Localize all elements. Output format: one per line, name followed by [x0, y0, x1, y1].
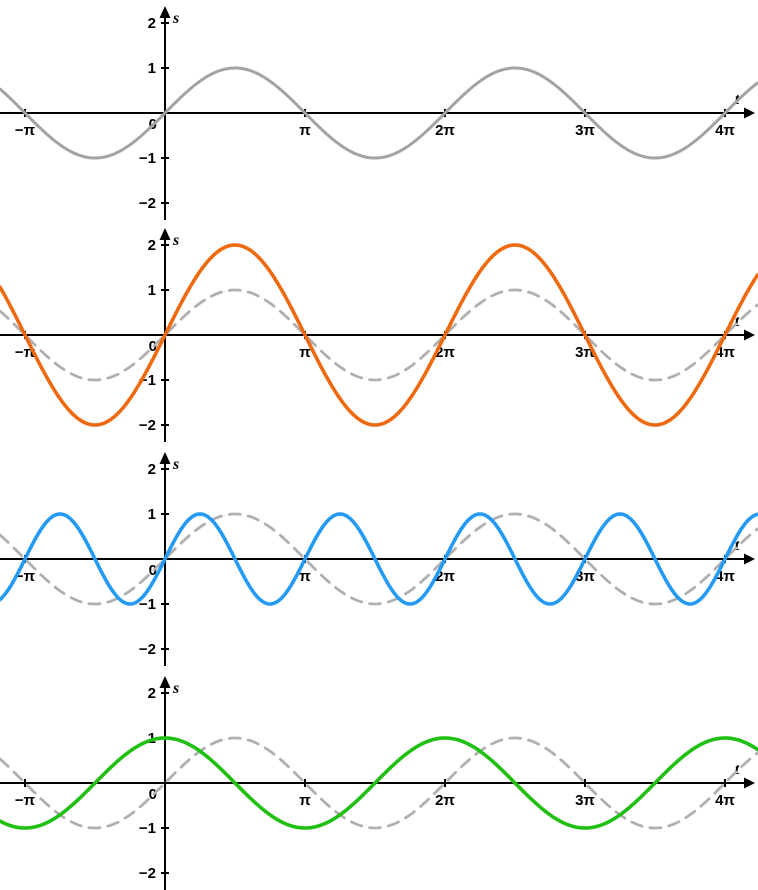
x-tick-label: 3π: [575, 122, 595, 139]
x-tick-label: 4π: [715, 792, 735, 809]
x-axis-arrow-icon: [744, 107, 755, 119]
y-axis-arrow-icon: [159, 452, 171, 464]
x-axis-label: t: [735, 761, 740, 778]
y-tick-label: −1: [139, 596, 156, 613]
y-axis-arrow-icon: [159, 676, 171, 688]
y-axis-label: s: [172, 10, 179, 27]
y-axis-arrow-icon: [159, 6, 171, 18]
y-tick-label: 1: [148, 506, 156, 523]
y-tick-label: 1: [148, 60, 156, 77]
curve-ref-sin-t: [0, 288, 758, 382]
y-tick-label: −2: [139, 417, 156, 434]
curve-2sin-t: [0, 243, 758, 427]
curve-sin-t: [0, 66, 758, 160]
origin-label: 0: [149, 562, 157, 579]
x-tick-label: 3π: [575, 792, 595, 809]
y-axis-label: s: [172, 680, 179, 697]
y-tick-label: 2: [148, 685, 156, 702]
x-axis-arrow-icon: [744, 329, 755, 341]
x-tick-label: 2π: [435, 122, 455, 139]
curve-cos-t: [0, 736, 758, 830]
x-axis-arrow-icon: [744, 777, 755, 789]
x-tick-label: 4π: [715, 122, 735, 139]
y-tick-label: −1: [139, 150, 156, 167]
x-tick-label: π: [299, 568, 311, 585]
x-axis-arrow-icon: [744, 553, 755, 565]
curve-ref-sin-t: [0, 736, 758, 830]
curve-sin-2t: [0, 512, 758, 606]
y-tick-label: −1: [139, 820, 156, 837]
y-tick-label: 2: [148, 15, 156, 32]
curve-ref-sin-t: [0, 512, 758, 606]
y-tick-label: −2: [139, 865, 156, 882]
x-tick-label: −π: [15, 122, 36, 139]
y-tick-label: −2: [139, 641, 156, 658]
x-tick-label: −π: [15, 792, 36, 809]
origin-label: 0: [149, 338, 157, 355]
y-tick-label: −2: [139, 195, 156, 212]
y-axis-arrow-icon: [159, 228, 171, 240]
y-tick-label: 2: [148, 237, 156, 254]
x-tick-label: π: [299, 792, 311, 809]
x-axis-label: t: [735, 537, 740, 554]
y-axis-label: s: [172, 456, 179, 473]
x-tick-label: 2π: [435, 792, 455, 809]
x-tick-label: π: [299, 344, 311, 361]
origin-label: 0: [149, 786, 157, 803]
x-tick-label: π: [299, 122, 311, 139]
y-tick-label: 1: [148, 282, 156, 299]
y-tick-label: 2: [148, 461, 156, 478]
x-axis-label: t: [735, 313, 740, 330]
y-axis-label: s: [172, 232, 179, 249]
